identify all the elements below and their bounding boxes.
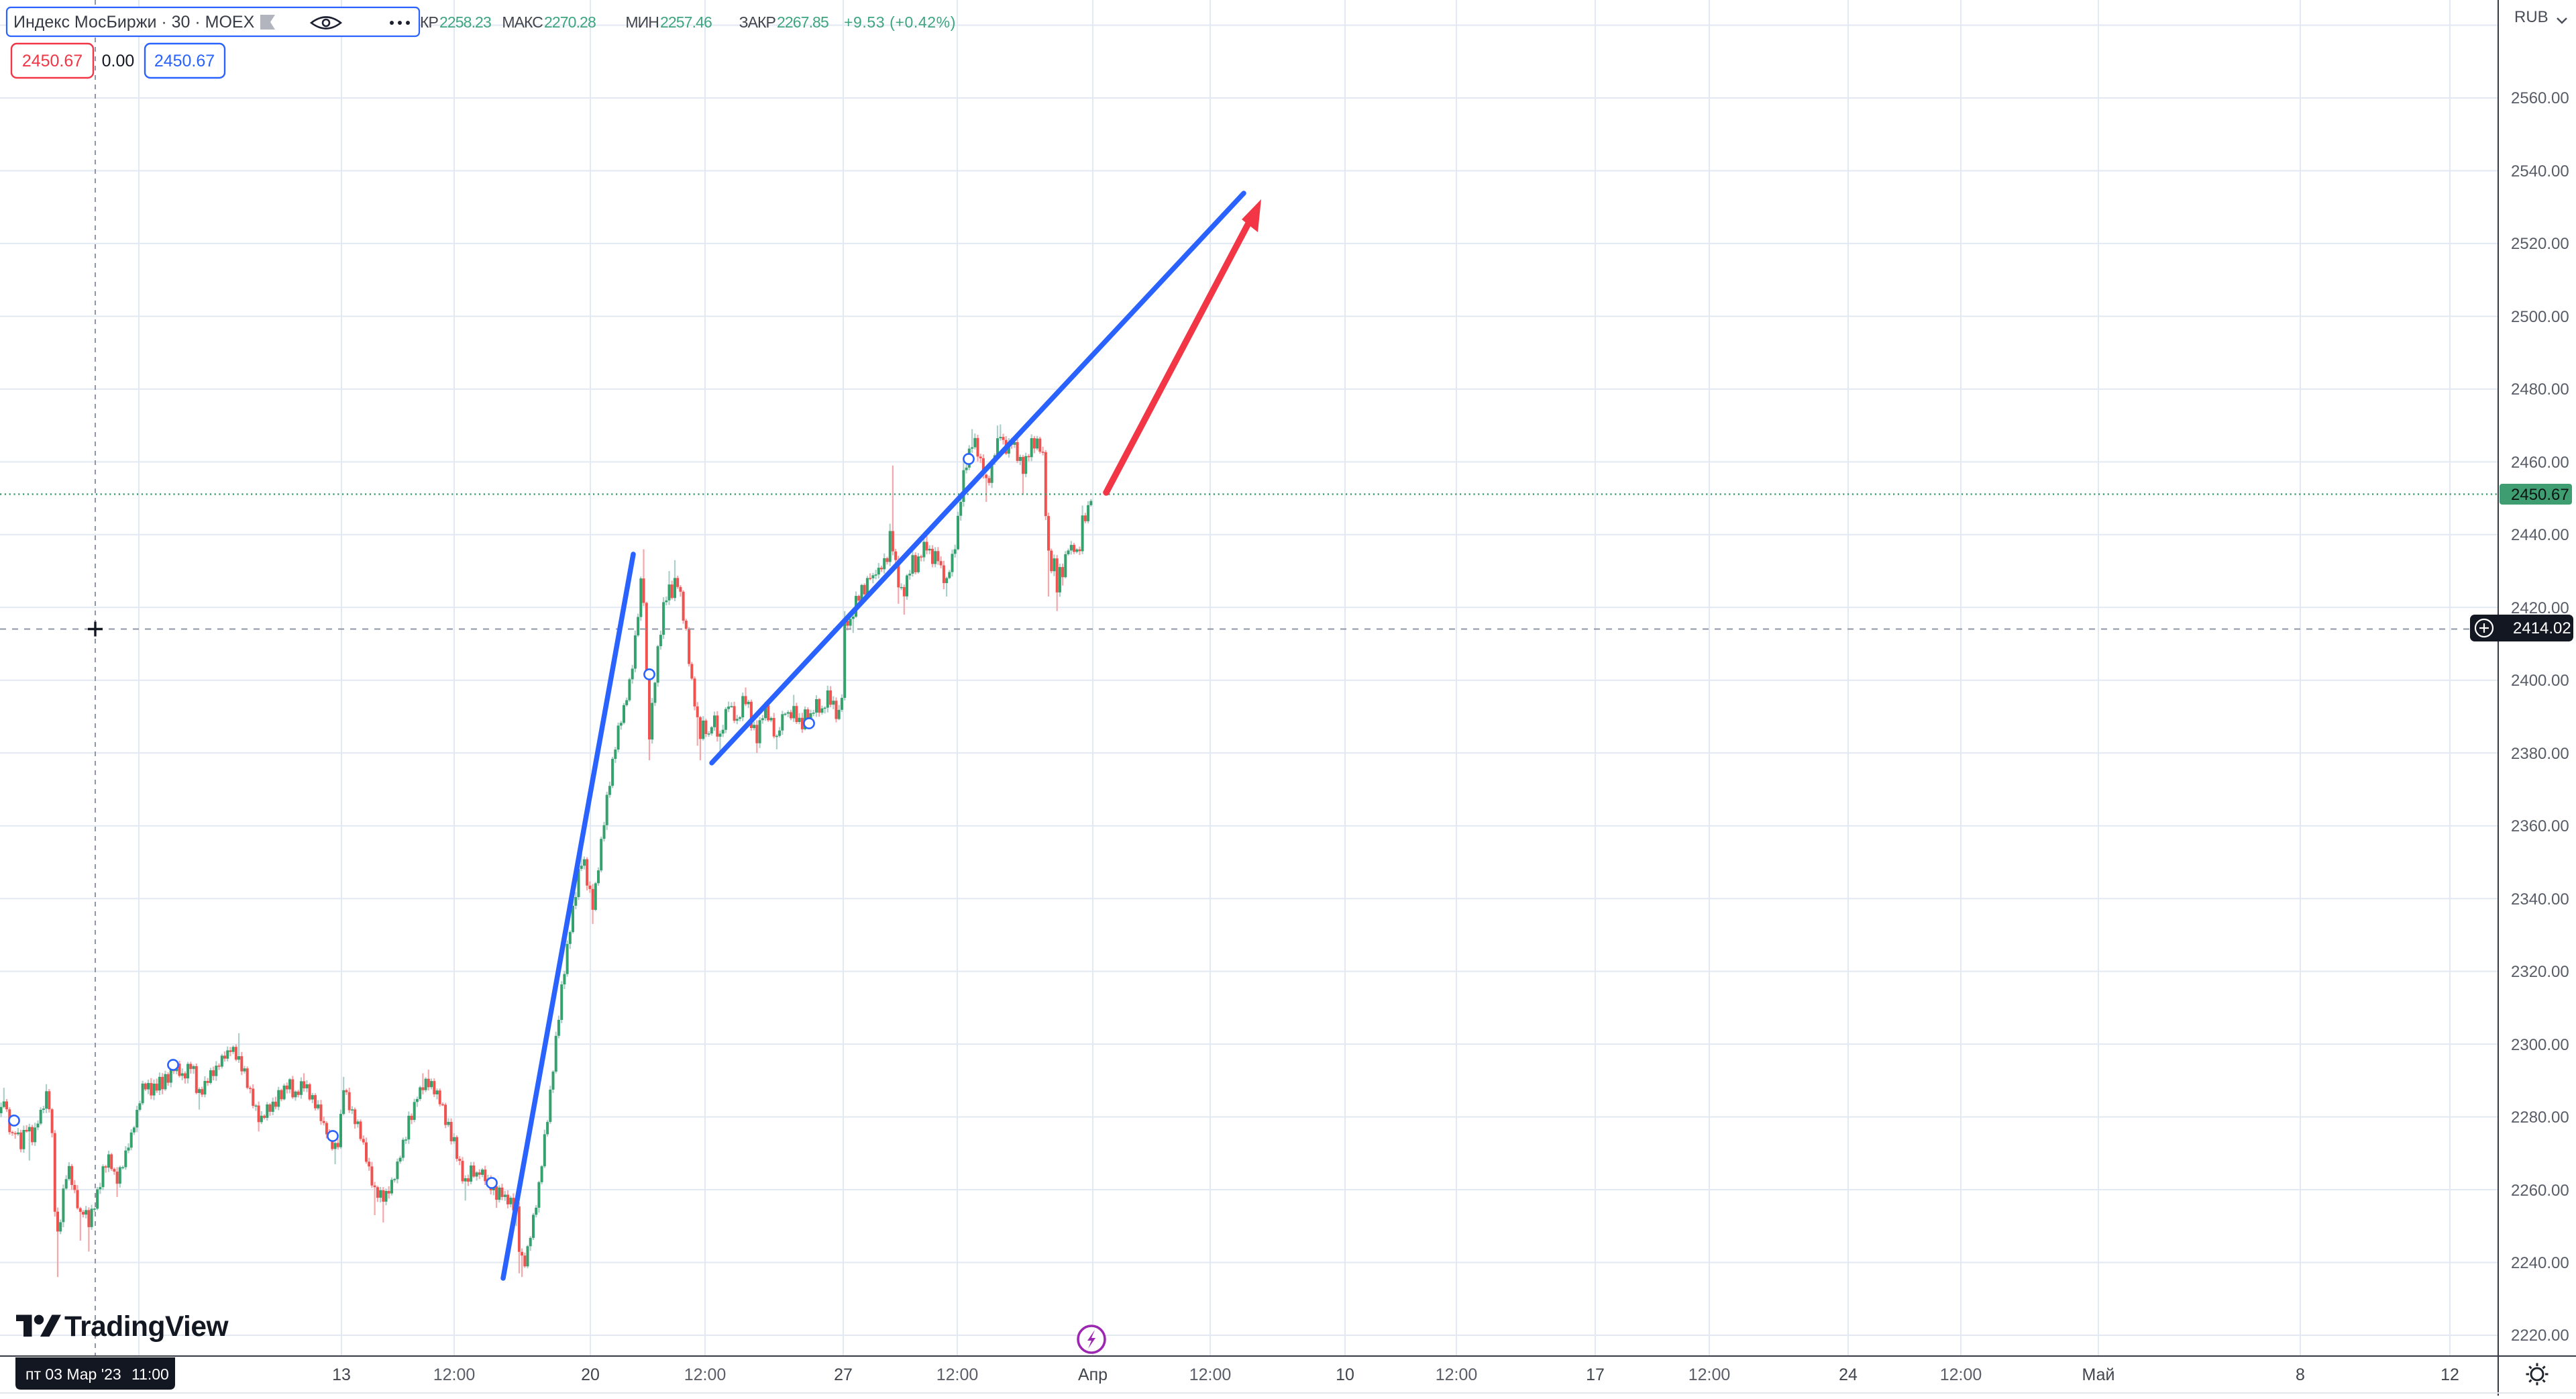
svg-text:27: 27 xyxy=(834,1365,853,1384)
svg-text:2450.67: 2450.67 xyxy=(154,52,215,70)
svg-text:RUB: RUB xyxy=(2514,8,2548,26)
svg-text:12:00: 12:00 xyxy=(936,1365,979,1384)
svg-text:ЗАКР: ЗАКР xyxy=(739,13,776,31)
svg-text:2360.00: 2360.00 xyxy=(2511,817,2569,835)
svg-text:2560.00: 2560.00 xyxy=(2511,89,2569,107)
svg-text:0.00: 0.00 xyxy=(102,52,135,70)
svg-text:2400.00: 2400.00 xyxy=(2511,672,2569,690)
svg-text:2450.67: 2450.67 xyxy=(2511,486,2569,504)
svg-text:2540.00: 2540.00 xyxy=(2511,162,2569,180)
svg-text:2500.00: 2500.00 xyxy=(2511,308,2569,326)
svg-text:10: 10 xyxy=(1336,1365,1354,1384)
svg-text:2450.67: 2450.67 xyxy=(22,52,83,70)
svg-text:12:00: 12:00 xyxy=(1940,1365,1982,1384)
svg-text:2260.00: 2260.00 xyxy=(2511,1182,2569,1200)
svg-text:2320.00: 2320.00 xyxy=(2511,963,2569,981)
svg-text:12:00: 12:00 xyxy=(433,1365,476,1384)
svg-text:TradingView: TradingView xyxy=(64,1311,229,1343)
svg-text:2300.00: 2300.00 xyxy=(2511,1036,2569,1054)
svg-text:2220.00: 2220.00 xyxy=(2511,1327,2569,1345)
svg-text:20: 20 xyxy=(581,1365,600,1384)
svg-text:2420.00: 2420.00 xyxy=(2511,599,2569,617)
svg-text:2480.00: 2480.00 xyxy=(2511,380,2569,399)
svg-text:12:00: 12:00 xyxy=(1688,1365,1731,1384)
svg-text:+9.53 (+0.42%): +9.53 (+0.42%) xyxy=(844,13,956,31)
svg-text:12:00: 12:00 xyxy=(1436,1365,1478,1384)
svg-text:11:00: 11:00 xyxy=(131,1365,169,1383)
svg-text:8: 8 xyxy=(2296,1365,2305,1384)
svg-text:2460.00: 2460.00 xyxy=(2511,454,2569,472)
svg-text:2270.28: 2270.28 xyxy=(544,13,596,31)
svg-text:2257.46: 2257.46 xyxy=(660,13,712,31)
svg-text:КР: КР xyxy=(420,13,438,31)
svg-text:Май: Май xyxy=(2082,1365,2115,1384)
svg-text:2414.02: 2414.02 xyxy=(2513,619,2571,637)
svg-text:пт 03 Мар '23: пт 03 Мар '23 xyxy=(25,1365,121,1383)
svg-text:2340.00: 2340.00 xyxy=(2511,890,2569,909)
svg-text:2520.00: 2520.00 xyxy=(2511,235,2569,253)
svg-text:2240.00: 2240.00 xyxy=(2511,1254,2569,1272)
svg-text:2258.23: 2258.23 xyxy=(439,13,491,31)
svg-text:24: 24 xyxy=(1839,1365,1858,1384)
svg-text:12:00: 12:00 xyxy=(1189,1365,1232,1384)
svg-text:2267.85: 2267.85 xyxy=(777,13,828,31)
svg-text:Апр: Апр xyxy=(1078,1365,1108,1384)
svg-text:Индекс МосБиржи · 30 · MOEX: Индекс МосБиржи · 30 · MOEX xyxy=(13,13,255,32)
svg-text:МИН: МИН xyxy=(625,13,659,31)
svg-text:2440.00: 2440.00 xyxy=(2511,526,2569,544)
svg-text:2380.00: 2380.00 xyxy=(2511,745,2569,763)
svg-text:17: 17 xyxy=(1586,1365,1605,1384)
svg-text:МАКС: МАКС xyxy=(502,13,543,31)
svg-text:12:00: 12:00 xyxy=(684,1365,727,1384)
svg-text:13: 13 xyxy=(332,1365,351,1384)
svg-text:12: 12 xyxy=(2440,1365,2459,1384)
svg-text:2280.00: 2280.00 xyxy=(2511,1108,2569,1127)
